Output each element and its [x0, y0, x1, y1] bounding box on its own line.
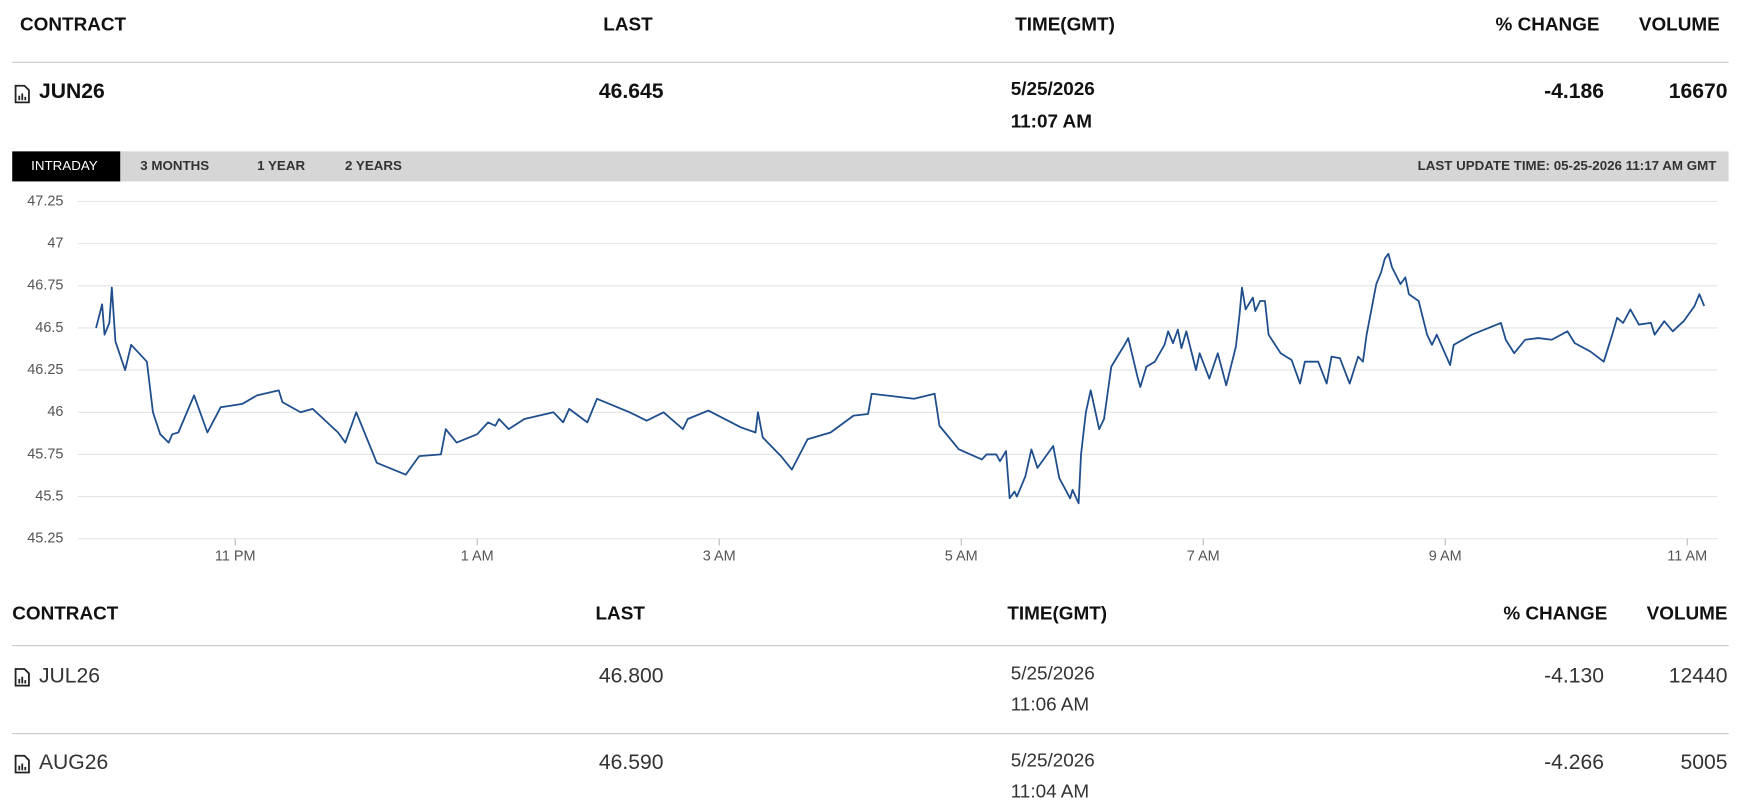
x-tick-label: 9 AM [1429, 548, 1462, 564]
tab[interactable]: INTRADAY [12, 151, 121, 182]
date: 5/25/2026 [1011, 750, 1095, 771]
column-header: LAST [596, 603, 646, 624]
percent-change: -4.130 [1544, 664, 1604, 687]
contract-icon [14, 668, 30, 687]
column-header: TIME(GMT) [1007, 603, 1107, 624]
contract[interactable]: AUG26 [39, 751, 108, 774]
column-header: % CHANGE [1496, 15, 1600, 36]
tab-active-bg [12, 151, 121, 182]
x-tick-label: 7 AM [1187, 548, 1220, 564]
volume: 12440 [1669, 664, 1728, 687]
column-header: CONTRACT [20, 15, 127, 36]
tab-label[interactable]: INTRADAY [31, 158, 98, 173]
y-tick-label: 45.75 [27, 446, 63, 462]
tab-bar [12, 151, 1729, 182]
last-price: 46.590 [599, 751, 664, 774]
chart: 45.25 45.5 45.75 46 46.25 46.5 46.75 47 47.25 11 … [27, 193, 1718, 564]
x-tick-label: 3 AM [703, 548, 736, 564]
contract[interactable]: JUN26 [39, 80, 105, 103]
y-tick-label: 47 [47, 235, 63, 251]
x-tick-label: 11 PM [215, 548, 256, 564]
column-header: LAST [603, 15, 653, 36]
tab-label[interactable]: 3 MONTHS [140, 158, 209, 173]
table-rows: JUL26 46.800 5/25/2026 11:06 AM -4.130 12440 A… [12, 664, 1729, 803]
y-tick-label: 46.5 [35, 320, 63, 336]
date: 5/25/2026 [1011, 664, 1095, 685]
y-tick-label: 45.25 [27, 531, 63, 547]
tab[interactable]: 1 YEAR [257, 158, 305, 173]
last-update: LAST UPDATE TIME: 05-25-2026 11:17 AM GM… [1418, 158, 1717, 173]
table-row: JUL26 46.800 5/25/2026 11:06 AM -4.130 12440 [12, 664, 1729, 735]
y-tick-label: 45.5 [35, 488, 63, 504]
x-tick-label: 1 AM [461, 548, 494, 564]
column-header: TIME(GMT) [1015, 15, 1115, 36]
y-tick-label: 46.75 [27, 278, 63, 294]
x-tick-label: 5 AM [945, 548, 978, 564]
last-price: 46.800 [599, 664, 664, 687]
tab-label[interactable]: 2 YEARS [345, 158, 402, 173]
volume: 5005 [1681, 751, 1728, 774]
column-header: CONTRACT [12, 603, 119, 624]
contract-icon [14, 754, 30, 774]
x-tick-label: 11 AM [1667, 548, 1707, 564]
contract-icon [14, 84, 30, 104]
column-header: VOLUME [1639, 15, 1720, 36]
column-header: % CHANGE [1503, 603, 1607, 624]
tab-label[interactable]: 1 YEAR [257, 158, 305, 173]
time: 11:04 AM [1011, 782, 1089, 803]
tab[interactable]: 2 YEARS [345, 158, 402, 173]
y-tick-label: 46.25 [27, 362, 63, 378]
volume: 16670 [1669, 80, 1728, 103]
column-header: VOLUME [1647, 603, 1728, 624]
percent-change: -4.186 [1544, 80, 1604, 103]
contract[interactable]: JUL26 [39, 664, 100, 687]
time: 11:07 AM [1011, 111, 1092, 132]
percent-change: -4.266 [1544, 751, 1604, 774]
date: 5/25/2026 [1011, 79, 1095, 100]
tabs: INTRADAY 3 MONTHS 1 YEAR 2 YEARS [12, 151, 402, 182]
y-tick-label: 47.25 [27, 193, 63, 209]
last-price: 46.645 [599, 80, 664, 103]
time: 11:06 AM [1011, 695, 1089, 716]
tab[interactable]: 3 MONTHS [140, 158, 209, 173]
y-tick-label: 46 [47, 404, 63, 420]
table-row: AUG26 46.590 5/25/2026 11:04 AM -4.266 5005 [14, 750, 1728, 803]
price-line [95, 252, 1706, 505]
